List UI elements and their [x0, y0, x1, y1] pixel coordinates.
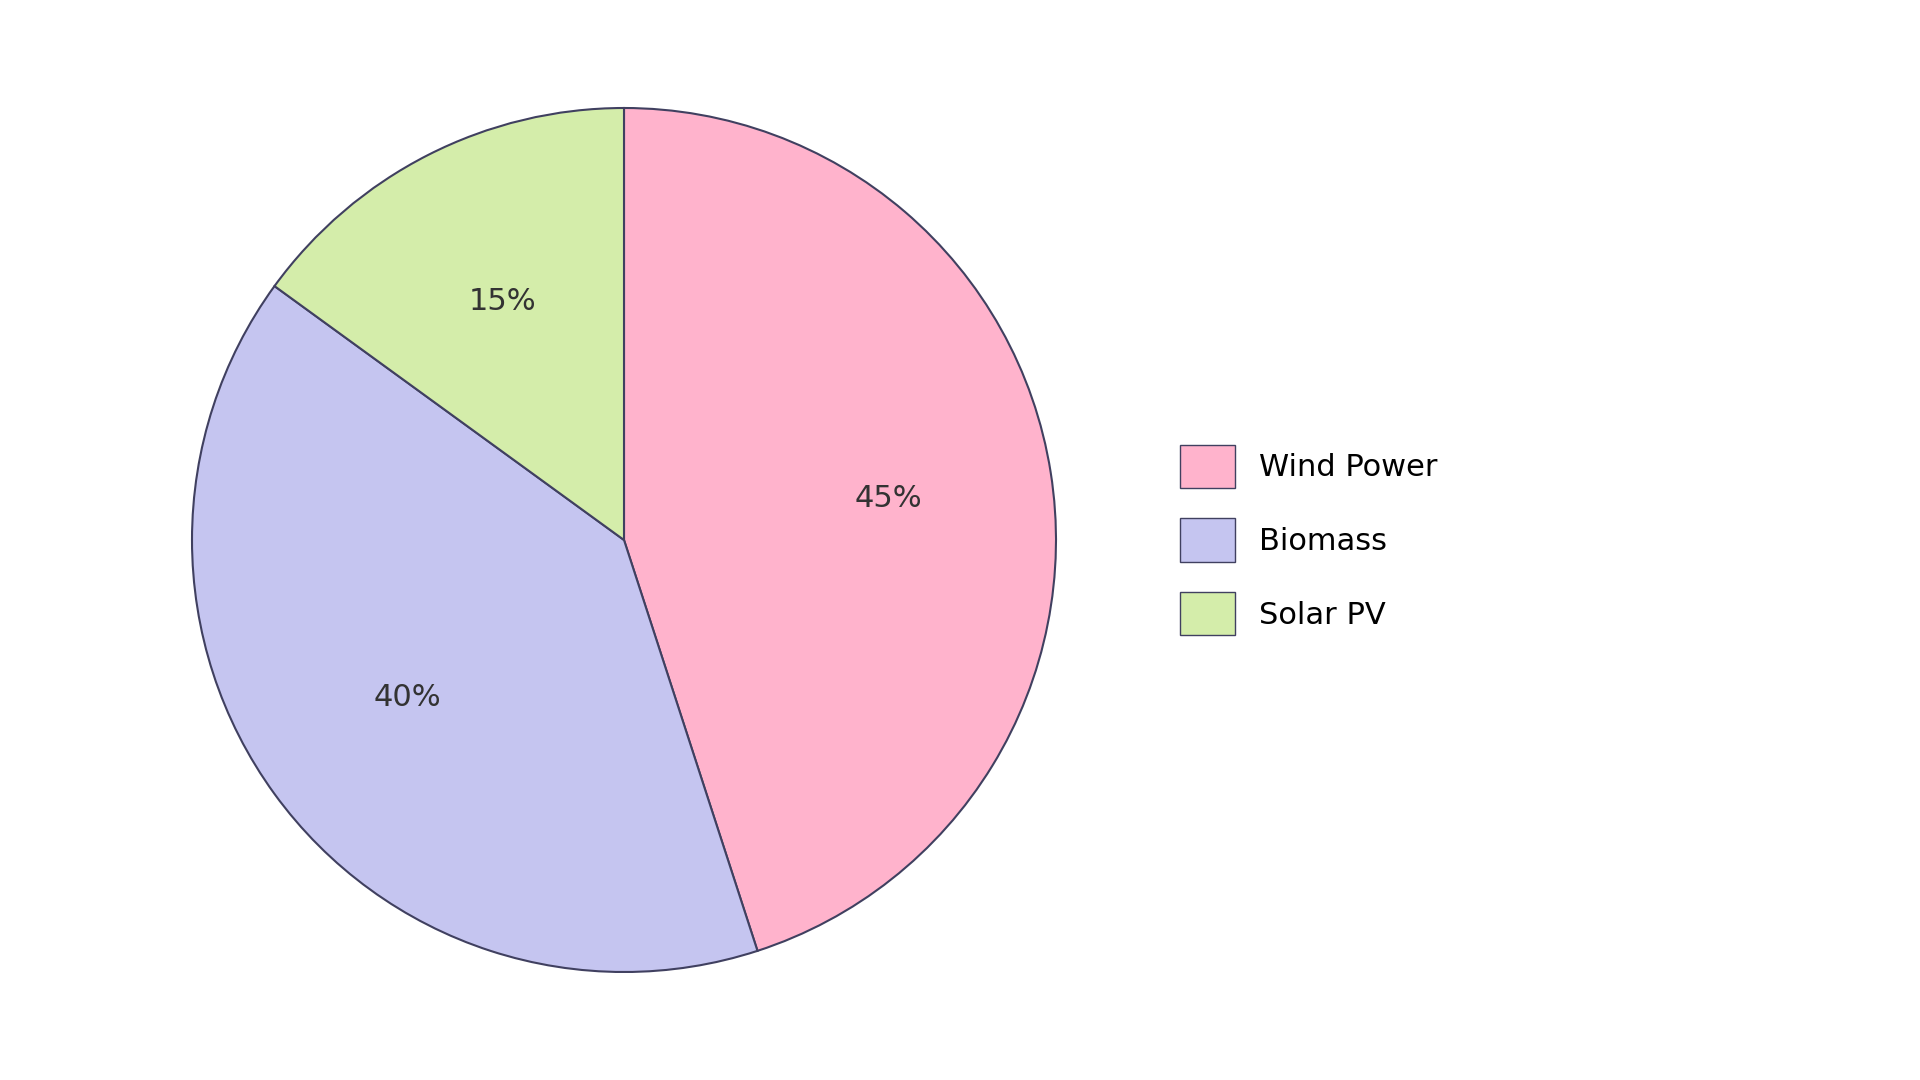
Text: 45%: 45%: [854, 484, 922, 513]
Legend: Wind Power, Biomass, Solar PV: Wind Power, Biomass, Solar PV: [1167, 432, 1450, 648]
Text: 15%: 15%: [468, 287, 536, 315]
Wedge shape: [624, 108, 1056, 950]
Wedge shape: [275, 108, 624, 540]
Text: 40%: 40%: [374, 683, 442, 712]
Wedge shape: [192, 286, 758, 972]
